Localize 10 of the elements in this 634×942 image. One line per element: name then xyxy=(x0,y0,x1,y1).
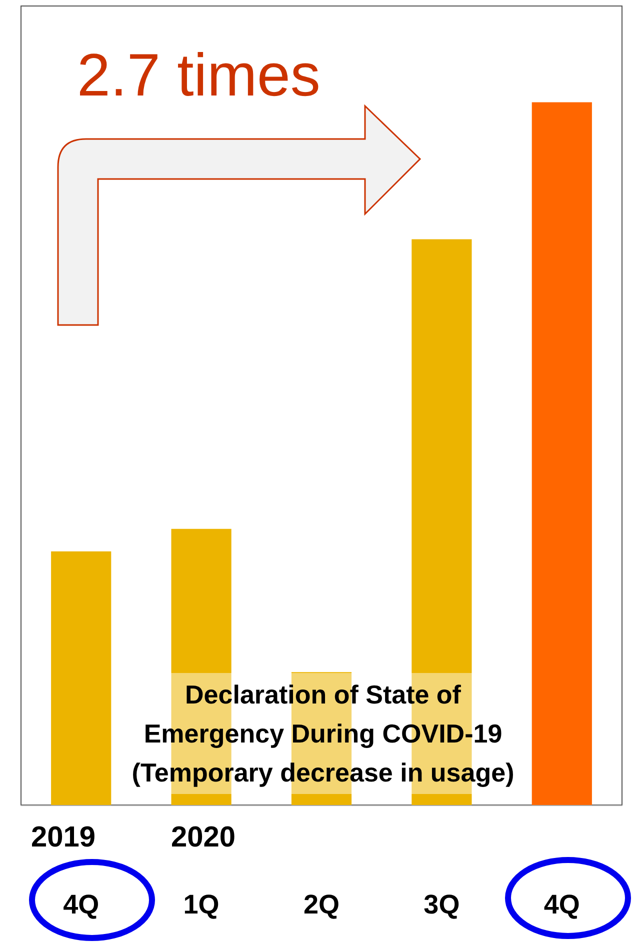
x-tick-label: 4Q xyxy=(544,890,580,920)
bar xyxy=(532,102,592,805)
x-tick-label: 3Q xyxy=(424,890,460,920)
text: 2020 xyxy=(171,822,236,854)
annotation: 2.7 times xyxy=(77,42,320,108)
bar xyxy=(51,551,112,805)
x-tick-label: 2Q xyxy=(303,890,340,920)
x-tick-label: 1Q xyxy=(183,890,220,920)
text: 2019 xyxy=(31,822,96,854)
x-tick-label: 4Q xyxy=(63,890,100,920)
